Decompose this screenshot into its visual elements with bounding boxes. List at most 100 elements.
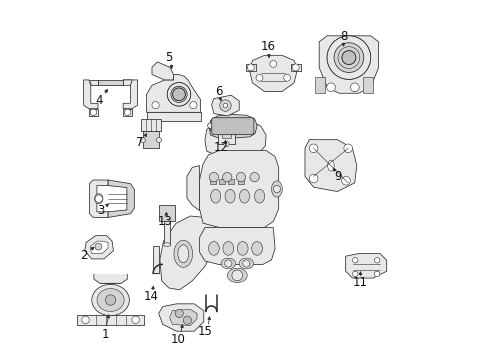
Circle shape [81, 316, 89, 324]
Circle shape [95, 195, 102, 202]
Text: 12: 12 [213, 141, 228, 154]
Polygon shape [362, 77, 372, 93]
Circle shape [374, 257, 379, 263]
Circle shape [341, 176, 349, 185]
Ellipse shape [237, 242, 247, 255]
Polygon shape [158, 304, 203, 331]
Bar [218, 120, 235, 144]
Ellipse shape [208, 242, 219, 255]
Circle shape [283, 74, 290, 81]
Ellipse shape [140, 138, 145, 143]
Circle shape [273, 185, 280, 193]
Polygon shape [319, 36, 378, 93]
Circle shape [309, 144, 317, 153]
Ellipse shape [167, 83, 190, 106]
Circle shape [242, 260, 249, 267]
Circle shape [249, 172, 259, 182]
Polygon shape [83, 80, 98, 109]
Circle shape [333, 43, 363, 72]
Polygon shape [146, 75, 200, 112]
Polygon shape [345, 253, 386, 278]
Text: 7: 7 [136, 136, 143, 149]
Ellipse shape [210, 189, 220, 203]
Polygon shape [152, 62, 173, 80]
Polygon shape [123, 80, 132, 85]
Ellipse shape [327, 160, 333, 171]
Circle shape [231, 270, 242, 281]
Bar [219, 179, 224, 184]
Circle shape [256, 74, 263, 81]
Polygon shape [209, 114, 257, 138]
Circle shape [95, 243, 102, 250]
Polygon shape [186, 166, 199, 211]
Polygon shape [94, 274, 127, 283]
Ellipse shape [224, 141, 229, 147]
Ellipse shape [221, 258, 235, 269]
Circle shape [326, 36, 370, 79]
Bar [237, 179, 244, 184]
Polygon shape [108, 180, 134, 217]
Polygon shape [211, 95, 239, 116]
Circle shape [132, 316, 139, 324]
Circle shape [236, 172, 245, 182]
Ellipse shape [239, 258, 253, 269]
Circle shape [269, 60, 276, 67]
Bar [164, 221, 169, 245]
Text: 2: 2 [81, 249, 88, 262]
Text: 8: 8 [339, 30, 346, 42]
Circle shape [326, 83, 335, 92]
Polygon shape [204, 120, 265, 158]
Polygon shape [160, 216, 215, 290]
Text: 13: 13 [158, 215, 172, 228]
Ellipse shape [170, 86, 187, 102]
Circle shape [172, 88, 185, 100]
Circle shape [172, 88, 185, 100]
Text: 15: 15 [197, 325, 212, 338]
Polygon shape [89, 109, 98, 116]
Polygon shape [123, 109, 132, 116]
Circle shape [309, 174, 317, 183]
Ellipse shape [254, 189, 264, 203]
Text: 5: 5 [165, 51, 172, 64]
Ellipse shape [156, 138, 161, 143]
Circle shape [333, 43, 363, 72]
Bar [142, 131, 159, 148]
Circle shape [223, 103, 227, 108]
Bar [107, 274, 114, 283]
Circle shape [343, 144, 352, 153]
Ellipse shape [240, 123, 245, 128]
Ellipse shape [105, 295, 116, 305]
Circle shape [350, 83, 359, 92]
Ellipse shape [97, 289, 124, 311]
Bar [153, 246, 159, 274]
Text: 6: 6 [215, 85, 223, 98]
Ellipse shape [224, 189, 235, 203]
Ellipse shape [251, 242, 262, 255]
Polygon shape [89, 180, 108, 217]
Polygon shape [199, 228, 275, 265]
Ellipse shape [92, 284, 129, 316]
Circle shape [90, 109, 97, 116]
Circle shape [152, 102, 159, 109]
Circle shape [374, 271, 379, 277]
Ellipse shape [178, 245, 188, 263]
Polygon shape [89, 80, 98, 85]
Ellipse shape [227, 268, 247, 283]
Text: 14: 14 [143, 291, 158, 303]
Circle shape [189, 102, 197, 109]
Ellipse shape [163, 243, 170, 247]
Circle shape [219, 100, 231, 111]
Polygon shape [169, 309, 197, 326]
Circle shape [326, 36, 370, 79]
Ellipse shape [170, 86, 187, 102]
Text: 3: 3 [97, 204, 104, 217]
Polygon shape [248, 55, 297, 91]
Ellipse shape [239, 189, 249, 203]
Text: 1: 1 [102, 328, 109, 341]
Polygon shape [77, 315, 143, 325]
Polygon shape [315, 77, 325, 93]
Bar [222, 131, 230, 138]
Circle shape [222, 172, 231, 182]
Text: 16: 16 [260, 40, 275, 53]
Ellipse shape [94, 194, 103, 204]
